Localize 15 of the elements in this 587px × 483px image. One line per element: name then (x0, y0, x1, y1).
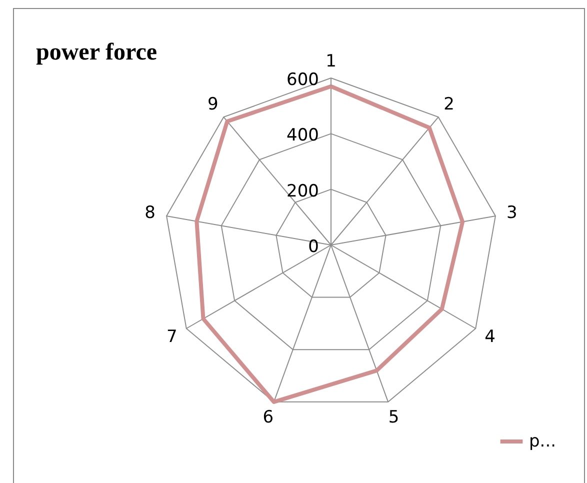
y-tick-label: 400 (286, 126, 319, 146)
spoke-label: 2 (444, 94, 454, 114)
y-tick-label: 600 (286, 70, 319, 90)
spoke-label: 8 (144, 203, 156, 224)
y-tick-label: 0 (308, 237, 319, 257)
spoke-label: 5 (388, 408, 400, 428)
spoke-label: 1 (326, 51, 336, 72)
y-tick-label: 200 (286, 181, 319, 202)
spoke-label: 6 (262, 408, 274, 428)
spoke-label: 4 (484, 326, 496, 347)
chart-title: power force (36, 39, 158, 66)
legend-label: p... (529, 432, 556, 452)
spoke-label: 9 (208, 94, 218, 114)
spoke-label: 7 (166, 326, 178, 347)
spoke-label: 3 (506, 203, 518, 224)
